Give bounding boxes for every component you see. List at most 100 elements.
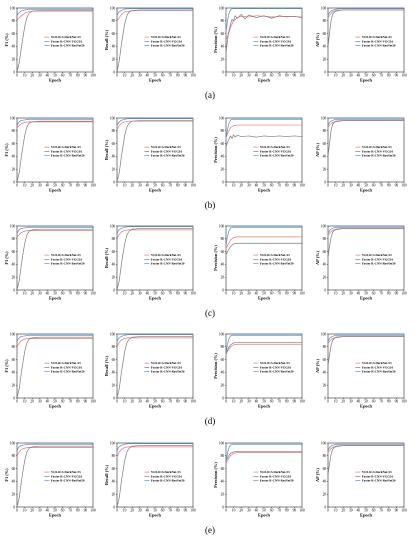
y-tick-label: 80 (112, 345, 116, 349)
y-tick-label: 20 (221, 168, 225, 172)
x-tick-label: 50 (153, 400, 157, 404)
x-tick-label: 50 (364, 184, 368, 188)
x-tick-label: 70 (379, 400, 383, 404)
y-tick-label: 20 (221, 493, 225, 497)
series-line-1 (225, 343, 302, 355)
y-tick-label: 60 (323, 32, 327, 36)
x-tick-label: 0 (116, 184, 118, 188)
y-tick-label: 40 (221, 155, 225, 159)
line-chart-panel: 0 10 20 30 40 50 60 70 80 90 100020406080100EpochA… (315, 116, 407, 192)
legend-entry: Faster R-CNN-ResNet50 (151, 479, 185, 483)
x-tick-label: 50 (153, 509, 157, 513)
legend-entry: Faster R-CNN-ResNet50 (51, 262, 85, 266)
x-tick-label: 0 (327, 400, 329, 404)
x-tick-label: 0 (16, 184, 18, 188)
y-axis-label: Recall (%) (104, 247, 109, 268)
x-axis-label: Epoch (258, 78, 271, 83)
legend-entry: YOLOv3-DarkNet-53 (51, 145, 81, 149)
x-tick-label: 30 (247, 292, 251, 296)
y-tick-label: 0 (13, 505, 15, 509)
y-axis-label: F1 (%) (4, 359, 9, 373)
y-tick-label: 80 (323, 454, 327, 458)
x-tick-label: 10 (232, 292, 236, 296)
y-axis-label: AP (%) (315, 32, 320, 47)
y-tick-label: 80 (112, 129, 116, 133)
x-tick-label: 60 (61, 184, 65, 188)
legend-entry: YOLOv3-DarkNet-53 (51, 361, 81, 365)
x-axis-label: Epoch (258, 513, 271, 518)
y-tick-label: 0 (222, 70, 224, 74)
y-tick-label: 60 (112, 467, 116, 471)
y-axis-label: F1 (%) (4, 251, 9, 265)
legend-entry: Faster R-CNN-ResNet50 (362, 370, 396, 374)
y-tick-label: 80 (221, 237, 225, 241)
x-tick-label: 100 (299, 400, 305, 404)
x-tick-label: 80 (387, 184, 391, 188)
x-tick-label: 100 (90, 74, 96, 78)
series-line-3 (327, 8, 404, 16)
y-tick-label: 0 (324, 70, 326, 74)
legend-entry: YOLOv3-DarkNet-53 (151, 145, 181, 149)
line-chart-panel: 0 10 20 30 40 50 60 70 80 90 100020406080100EpochP… (213, 116, 305, 192)
x-tick-label: 100 (299, 292, 305, 296)
y-tick-label: 100 (110, 224, 116, 228)
x-tick-label: 60 (61, 400, 65, 404)
series-line-1 (116, 120, 193, 130)
legend-entry: YOLOv3-DarkNet-53 (260, 35, 290, 39)
y-tick-label: 40 (323, 45, 327, 49)
x-tick-label: 20 (130, 292, 134, 296)
legend-entry: Faster R-CNN-ResNet50 (260, 479, 294, 483)
x-tick-label: 40 (255, 292, 259, 296)
row-label: (d) (205, 416, 216, 426)
x-tick-label: 40 (146, 184, 150, 188)
y-axis-label: F1 (%) (4, 143, 9, 157)
y-axis-label: Precision (%) (213, 245, 218, 271)
series-line-2 (16, 120, 93, 183)
series-line-1 (225, 236, 302, 249)
y-tick-label: 40 (323, 371, 327, 375)
legend-entry: YOLOv3-DarkNet-53 (362, 145, 392, 149)
x-tick-label: 80 (176, 292, 180, 296)
y-tick-label: 0 (13, 396, 15, 400)
x-tick-label: 100 (90, 292, 96, 296)
y-tick-label: 0 (324, 505, 326, 509)
x-tick-label: 0 (116, 74, 118, 78)
y-tick-label: 80 (221, 345, 225, 349)
series-line-2 (225, 14, 303, 53)
x-tick-label: 60 (270, 292, 274, 296)
x-tick-label: 30 (138, 292, 142, 296)
y-tick-label: 20 (12, 493, 16, 497)
x-tick-label: 50 (364, 292, 368, 296)
x-axis-label: Epoch (360, 404, 373, 409)
x-tick-label: 10 (334, 74, 338, 78)
y-tick-label: 0 (222, 288, 224, 292)
series-line-2 (116, 336, 193, 399)
x-tick-label: 90 (395, 292, 399, 296)
x-tick-label: 100 (190, 184, 196, 188)
y-tick-label: 80 (112, 454, 116, 458)
x-tick-label: 40 (357, 74, 361, 78)
series-line-2 (116, 9, 193, 73)
y-tick-label: 60 (221, 250, 225, 254)
x-tick-label: 70 (168, 74, 172, 78)
x-axis-label: Epoch (149, 188, 162, 193)
x-tick-label: 80 (387, 74, 391, 78)
x-tick-label: 10 (123, 509, 127, 513)
x-tick-label: 60 (270, 509, 274, 513)
y-tick-label: 80 (12, 237, 16, 241)
x-tick-label: 80 (176, 509, 180, 513)
line-chart-panel: 0 10 20 30 40 50 60 70 80 90 100020406080100EpochA… (315, 6, 407, 82)
x-tick-label: 10 (23, 509, 27, 513)
x-tick-label: 30 (38, 509, 42, 513)
x-axis-label: Epoch (360, 188, 373, 193)
x-tick-label: 70 (277, 509, 281, 513)
x-tick-label: 30 (349, 74, 353, 78)
series-line-2 (16, 336, 93, 399)
x-tick-label: 20 (130, 509, 134, 513)
